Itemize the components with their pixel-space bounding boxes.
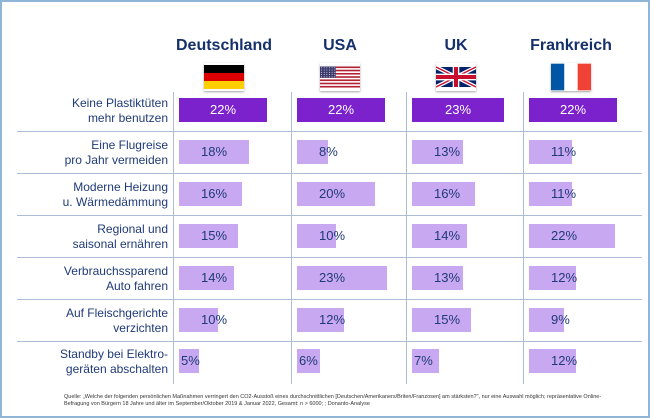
- category-label: Moderne Heizung u. Wärmedämmung: [10, 180, 168, 210]
- column-divider: [173, 92, 174, 384]
- bar-value-label: 10%: [201, 312, 228, 327]
- bar-value-label: 23%: [444, 102, 472, 117]
- category-label: Keine Plastiktüten mehr benutzen: [10, 96, 168, 126]
- bar-usa-0: [297, 98, 385, 122]
- bar-uk-5: [412, 308, 471, 332]
- bar-usa-3: [297, 224, 336, 248]
- row-divider: [17, 215, 642, 216]
- category-label-line: Standby bei Elektro-: [59, 347, 168, 361]
- category-label: Eine Flugreise pro Jahr vermeiden: [10, 138, 168, 168]
- row-divider: [17, 257, 642, 258]
- bar-frankreich-0: [529, 98, 617, 122]
- column-divider: [523, 92, 524, 384]
- row-divider: [17, 173, 642, 174]
- bar-value-label: 20%: [319, 186, 346, 201]
- bar-value-label: 22%: [327, 102, 355, 117]
- bar-value-label: 11%: [551, 186, 577, 201]
- bar-value-label: 22%: [559, 102, 587, 117]
- row-divider: [17, 299, 642, 300]
- country-header: USA: [323, 37, 357, 54]
- category-label-line: Moderne Heizung: [73, 180, 168, 194]
- category-label-line: Verbrauchssparend: [63, 264, 168, 278]
- bar-usa-1: [297, 140, 328, 164]
- france-flag: [551, 63, 591, 91]
- bar-value-label: 14%: [434, 228, 461, 243]
- bar-uk-1: [412, 140, 463, 164]
- category-label-line: mehr benutzen: [87, 111, 168, 125]
- bar-value-label: 22%: [209, 102, 237, 117]
- row-divider: [17, 341, 642, 342]
- bar-value-label: 11%: [551, 144, 577, 159]
- bar-uk-0: [412, 98, 504, 122]
- bar-value-label: 13%: [434, 270, 461, 285]
- bar-usa-2: [297, 182, 375, 206]
- category-label-line: saisonal ernähren: [72, 237, 168, 251]
- bar-frankreich-2: [529, 182, 572, 206]
- bar-uk-2: [412, 182, 475, 206]
- bar-frankreich-6: [529, 349, 576, 373]
- category-label-line: u. Wärmedämmung: [62, 195, 168, 209]
- category-label-line: Auf Fleischgerichte: [65, 306, 168, 320]
- bar-deutschland-6: [179, 349, 199, 373]
- bar-uk-6: [412, 349, 439, 373]
- category-label: Auf Fleischgerichte verzichten: [10, 306, 168, 336]
- bar-deutschland-3: [179, 224, 238, 248]
- bar-value-label: 18%: [201, 144, 228, 159]
- bar-value-label: 12%: [319, 312, 346, 327]
- bar-deutschland-0: [179, 98, 267, 122]
- bar-value-label: 15%: [201, 228, 228, 243]
- category-label-line: Keine Plastiktüten: [71, 96, 168, 110]
- bar-value-label: 14%: [201, 270, 228, 285]
- category-label-line: Auto fahren: [105, 279, 168, 293]
- column-divider: [291, 92, 292, 384]
- bar-usa-5: [297, 308, 344, 332]
- bar-frankreich-1: [529, 140, 572, 164]
- column-divider: [406, 92, 407, 384]
- row-divider: [17, 131, 642, 132]
- bar-value-label: 23%: [319, 270, 346, 285]
- bar-value-label: 8%: [319, 144, 338, 159]
- category-label-line: geräten abschalten: [65, 362, 168, 376]
- category-label: Standby bei Elektro-geräten abschalten: [10, 347, 168, 377]
- bar-frankreich-4: [529, 266, 576, 290]
- bar-value-label: 15%: [434, 312, 461, 327]
- uk-flag: [436, 63, 476, 91]
- category-label-line: pro Jahr vermeiden: [64, 153, 168, 167]
- bar-deutschland-4: [179, 266, 234, 290]
- category-label-line: verzichten: [113, 321, 168, 335]
- bar-usa-6: [297, 349, 320, 373]
- bar-deutschland-5: [179, 308, 218, 332]
- bar-value-label: 13%: [434, 144, 461, 159]
- bar-value-label: 6%: [299, 353, 318, 368]
- bar-value-label: 16%: [434, 186, 461, 201]
- bar-frankreich-5: [529, 308, 564, 332]
- source-footnote: Quelle: „Welche der folgenden persönlich…: [64, 394, 602, 407]
- bar-value-label: 16%: [201, 186, 228, 201]
- category-label-line: Regional und: [97, 222, 168, 236]
- bar-uk-3: [412, 224, 467, 248]
- bar-value-label: 10%: [319, 228, 346, 243]
- bar-value-label: 5%: [181, 353, 200, 368]
- category-label: Verbrauchssparend Auto fahren: [10, 264, 168, 294]
- bar-frankreich-3: [529, 224, 615, 248]
- germany-flag: [204, 63, 244, 91]
- bar-deutschland-2: [179, 182, 242, 206]
- bar-value-label: 9%: [551, 312, 570, 327]
- country-header: UK: [444, 37, 468, 54]
- bar-deutschland-1: [179, 140, 249, 164]
- bar-value-label: 12%: [551, 353, 578, 368]
- category-label-line: Eine Flugreise: [91, 138, 168, 152]
- country-header: Deutschland: [175, 37, 272, 54]
- bar-value-label: 7%: [414, 353, 433, 368]
- bar-usa-4: [297, 266, 387, 290]
- bar-value-label: 22%: [551, 228, 578, 243]
- category-label: Regional und saisonal ernähren: [10, 222, 168, 252]
- bar-uk-4: [412, 266, 463, 290]
- usa-flag: [320, 63, 360, 91]
- country-header: Frankreich: [530, 37, 612, 54]
- bar-value-label: 12%: [551, 270, 578, 285]
